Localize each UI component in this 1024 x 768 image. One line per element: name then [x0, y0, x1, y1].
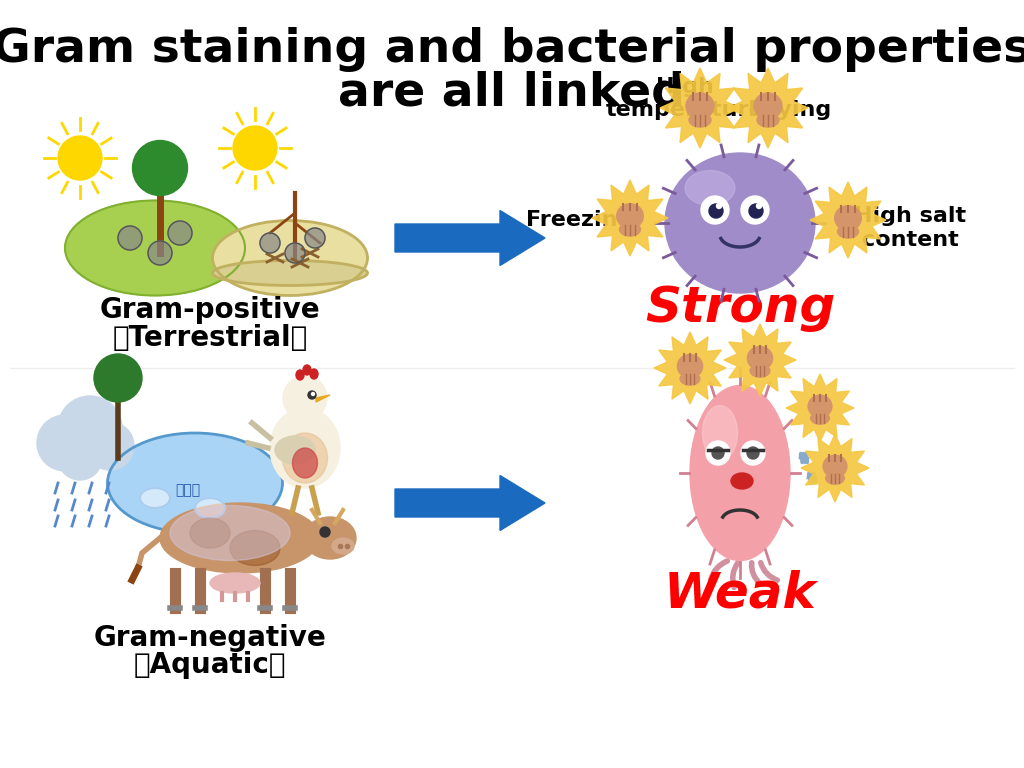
Ellipse shape	[811, 412, 829, 424]
Circle shape	[741, 441, 765, 465]
Ellipse shape	[170, 505, 290, 561]
Ellipse shape	[213, 260, 368, 286]
Ellipse shape	[108, 433, 283, 533]
Ellipse shape	[160, 503, 319, 573]
Polygon shape	[660, 68, 740, 148]
Circle shape	[741, 196, 769, 224]
Polygon shape	[724, 324, 796, 396]
Ellipse shape	[838, 225, 858, 238]
Circle shape	[712, 447, 724, 459]
Circle shape	[58, 396, 122, 460]
Text: Weak: Weak	[664, 569, 816, 617]
Ellipse shape	[751, 365, 770, 377]
Ellipse shape	[620, 223, 640, 236]
Ellipse shape	[293, 448, 317, 478]
Circle shape	[283, 376, 327, 420]
Circle shape	[168, 221, 193, 245]
Circle shape	[285, 243, 305, 263]
Ellipse shape	[678, 355, 702, 378]
Ellipse shape	[825, 472, 845, 484]
Ellipse shape	[65, 200, 245, 296]
Polygon shape	[786, 374, 854, 442]
Circle shape	[305, 228, 325, 248]
Ellipse shape	[270, 408, 340, 488]
Ellipse shape	[685, 170, 735, 206]
Ellipse shape	[754, 93, 782, 119]
Ellipse shape	[748, 346, 772, 370]
Ellipse shape	[190, 518, 230, 548]
Ellipse shape	[690, 386, 790, 561]
Circle shape	[308, 391, 316, 399]
Circle shape	[311, 392, 314, 396]
Ellipse shape	[689, 113, 711, 127]
Ellipse shape	[310, 369, 318, 379]
Ellipse shape	[702, 406, 737, 461]
Circle shape	[319, 527, 330, 537]
Text: （Aquatic）: （Aquatic）	[134, 651, 287, 679]
Ellipse shape	[296, 370, 304, 380]
Circle shape	[746, 447, 759, 459]
Ellipse shape	[132, 141, 187, 196]
Ellipse shape	[195, 498, 225, 518]
Circle shape	[706, 441, 730, 465]
Ellipse shape	[230, 531, 280, 565]
Text: High
temperature: High temperature	[605, 77, 764, 120]
Ellipse shape	[304, 517, 356, 559]
Ellipse shape	[835, 206, 861, 230]
Circle shape	[701, 196, 729, 224]
Text: Gram-positive: Gram-positive	[99, 296, 321, 324]
Ellipse shape	[680, 372, 699, 385]
Circle shape	[709, 204, 723, 218]
Circle shape	[58, 436, 102, 480]
Text: Strong: Strong	[645, 284, 836, 332]
Circle shape	[148, 241, 172, 265]
Ellipse shape	[823, 455, 847, 478]
Text: Gram staining and bacterial properties: Gram staining and bacterial properties	[0, 28, 1024, 72]
Ellipse shape	[140, 488, 170, 508]
Ellipse shape	[94, 354, 142, 402]
Ellipse shape	[616, 204, 643, 228]
Ellipse shape	[275, 436, 315, 464]
Circle shape	[37, 415, 93, 471]
Polygon shape	[801, 434, 869, 502]
FancyArrow shape	[395, 475, 545, 531]
Text: 水溜り: 水溜り	[175, 483, 201, 497]
Ellipse shape	[303, 365, 311, 375]
Text: （Terrestrial）: （Terrestrial）	[113, 324, 307, 352]
Circle shape	[118, 226, 142, 250]
Ellipse shape	[665, 153, 815, 293]
Ellipse shape	[210, 573, 260, 593]
Ellipse shape	[731, 473, 753, 489]
Polygon shape	[810, 182, 886, 258]
Text: Gram-negative: Gram-negative	[93, 624, 327, 652]
Ellipse shape	[757, 113, 779, 127]
Polygon shape	[654, 332, 726, 404]
Polygon shape	[592, 180, 668, 256]
Text: Freezing: Freezing	[526, 210, 634, 230]
Circle shape	[233, 126, 278, 170]
Circle shape	[260, 233, 280, 253]
Ellipse shape	[283, 433, 328, 483]
Text: High salt
content: High salt content	[854, 207, 966, 250]
Polygon shape	[316, 395, 330, 402]
Ellipse shape	[686, 93, 714, 119]
FancyArrow shape	[395, 210, 545, 266]
Circle shape	[86, 422, 134, 470]
Polygon shape	[728, 68, 808, 148]
Text: Drying: Drying	[749, 100, 831, 120]
Circle shape	[749, 204, 763, 218]
Ellipse shape	[808, 396, 831, 417]
Circle shape	[757, 204, 762, 208]
Ellipse shape	[213, 220, 368, 296]
Ellipse shape	[332, 538, 354, 554]
Circle shape	[717, 204, 722, 208]
Circle shape	[58, 136, 102, 180]
Text: are all linked: are all linked	[339, 71, 685, 115]
